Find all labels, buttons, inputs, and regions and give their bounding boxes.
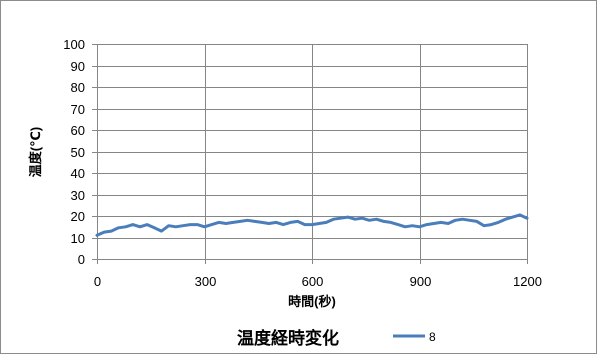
y-tick-label: 100 (63, 37, 85, 52)
x-tick-label: 0 (94, 274, 101, 289)
axes (92, 44, 528, 264)
x-tick-label: 600 (302, 274, 324, 289)
series-lines (95, 213, 529, 237)
x-tick-label: 300 (195, 274, 217, 289)
chart-title: 温度経時変化 (237, 328, 339, 348)
x-axis-title: 時間(秒) (288, 294, 336, 309)
gridlines (97, 44, 528, 259)
y-tick-label: 70 (71, 102, 85, 117)
legend-label-8: 8 (429, 330, 436, 344)
y-tick-label: 90 (71, 59, 85, 74)
y-tick-label: 0 (78, 252, 85, 267)
x-tick-label: 900 (410, 274, 432, 289)
y-tick-label: 50 (71, 145, 85, 160)
series-line-8 (95, 213, 529, 237)
y-tick-label: 80 (71, 80, 85, 95)
y-tick-label: 30 (71, 188, 85, 203)
legend: 8 (393, 330, 436, 344)
y-tick-label: 40 (71, 166, 85, 181)
y-axis-title: 温度(℃) (28, 127, 43, 177)
y-tick-label: 10 (71, 231, 85, 246)
y-tick-label: 20 (71, 209, 85, 224)
tick-labels: 0 10 20 30 40 50 60 70 80 90 100 0 300 600 900 1200 (63, 37, 542, 289)
y-tick-label: 60 (71, 123, 85, 138)
x-tick-label: 1200 (513, 274, 542, 289)
